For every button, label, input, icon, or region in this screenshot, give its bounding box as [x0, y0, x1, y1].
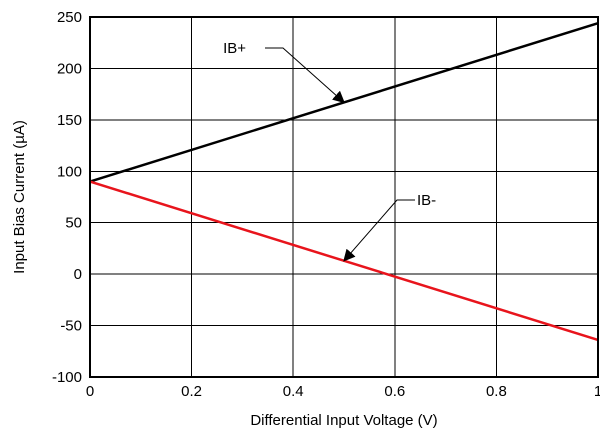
- series-lines: [89, 21, 599, 342]
- y-tick-label: 100: [57, 163, 82, 180]
- x-tick-labels: 0 0.2 0.4 0.6 0.8 1: [86, 383, 600, 400]
- grid: [89, 16, 599, 378]
- annotation-ib-plus: IB+: [223, 40, 246, 57]
- annotations: IB+ IB-: [223, 40, 436, 262]
- x-tick-label: 1: [594, 383, 600, 400]
- annotation-ib-minus: IB-: [417, 192, 436, 209]
- y-tick-label: 0: [74, 266, 82, 283]
- y-tick-label: 200: [57, 60, 82, 77]
- x-tick-label: 0.4: [283, 383, 304, 400]
- y-tick-label: -50: [60, 318, 82, 335]
- x-tick-label: 0.2: [181, 383, 202, 400]
- y-axis-title: Input Bias Current (µA): [11, 120, 28, 274]
- y-tick-labels: -100 -50 0 50 100 150 200 250: [52, 9, 82, 386]
- y-tick-label: 250: [57, 9, 82, 26]
- y-tick-label: 50: [65, 215, 82, 232]
- plot-frame: [89, 16, 599, 378]
- y-tick-label: -100: [52, 369, 82, 386]
- annotation-arrow: [265, 47, 345, 104]
- x-tick-label: 0: [86, 383, 94, 400]
- x-axis-title: Differential Input Voltage (V): [250, 412, 437, 429]
- x-tick-label: 0.6: [384, 383, 405, 400]
- y-tick-label: 150: [57, 112, 82, 129]
- x-tick-label: 0.8: [486, 383, 507, 400]
- annotation-arrow: [343, 199, 415, 262]
